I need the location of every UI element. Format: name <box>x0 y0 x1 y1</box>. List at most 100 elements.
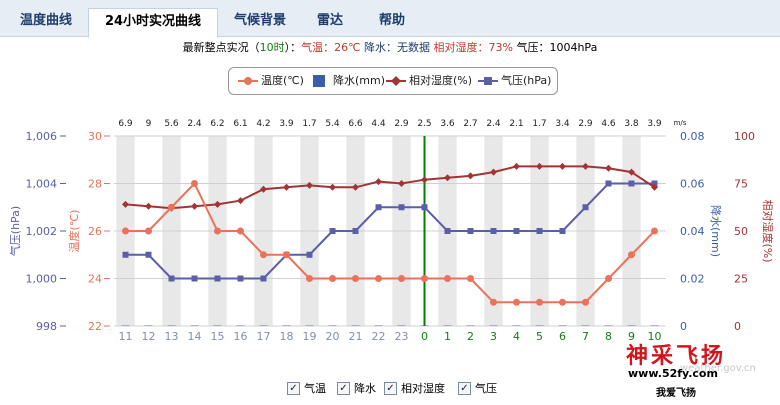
pressure-point <box>651 180 658 187</box>
humidity-point <box>329 183 336 191</box>
humidity-point <box>306 181 313 189</box>
x-tick-label: 2 <box>467 330 474 343</box>
wind-label: 1.7 <box>302 119 316 129</box>
wind-label: 2.9 <box>394 119 409 129</box>
rain-bar <box>305 325 314 326</box>
temp-tick-label: 26 <box>88 225 102 238</box>
pressure-axis-title: 气压(hPa) <box>8 206 22 256</box>
wind-label: 3.9 <box>279 119 294 129</box>
wind-label: 4.6 <box>601 119 616 129</box>
tab-climate-background[interactable]: 气候背景 <box>233 13 286 28</box>
watermark-faint-url: weather.gov.cn <box>680 363 756 374</box>
toggle-pressure-checkbox[interactable]: ✓ <box>458 382 471 395</box>
temp-point <box>237 227 244 235</box>
temp-point <box>168 203 175 211</box>
humidity-point <box>559 162 566 170</box>
x-tick-label: 22 <box>372 330 386 343</box>
wind-label: 5.6 <box>164 119 179 129</box>
humidity-point <box>237 197 244 205</box>
pressure-point <box>628 180 635 187</box>
info-pres-label: 气压： <box>516 41 550 54</box>
x-tick-label: 9 <box>628 330 635 343</box>
x-tick-label: 3 <box>490 330 497 343</box>
legend-pressure-icon <box>478 77 498 85</box>
tab-help[interactable]: 帮助 <box>378 13 405 28</box>
humidity-point <box>398 180 405 187</box>
temp-point <box>513 298 520 306</box>
info-rain-value: 无数据 <box>397 41 431 54</box>
temp-tick-label: 30 <box>88 130 102 143</box>
wind-label: 3.9 <box>647 119 662 129</box>
humidity-point <box>283 183 290 191</box>
tab-temperature-curve[interactable]: 温度曲线 <box>19 13 72 28</box>
wind-label: 4.2 <box>256 119 270 129</box>
rain-bar <box>190 325 199 326</box>
rain-bar <box>236 325 245 326</box>
toggle-humidity-label: 相对湿度 <box>401 382 445 395</box>
temp-line <box>125 181 656 304</box>
pressure-point <box>237 275 244 282</box>
rain-bar <box>351 325 360 326</box>
temp-point <box>421 275 428 282</box>
temp-tick-label: 28 <box>88 178 102 191</box>
rain-bar <box>558 325 567 326</box>
rain-bar <box>213 325 222 326</box>
info-temp-label: 气温： <box>301 41 335 54</box>
legend-temp-label: 温度(℃) <box>261 74 304 87</box>
pressure-tick-label: 1,000 <box>26 273 58 286</box>
temp-point <box>398 275 405 282</box>
info-mid: ）： <box>284 41 302 54</box>
temp-point <box>628 251 635 259</box>
tab-radar[interactable]: 雷达 <box>316 13 343 28</box>
rain-bar <box>374 325 383 326</box>
info-hum-label: 相对湿度： <box>433 41 489 54</box>
pressure-point <box>444 228 451 234</box>
humidity-point <box>536 162 543 170</box>
toggle-humidity-checkbox[interactable]: ✓ <box>384 382 397 395</box>
temp-point <box>145 227 152 235</box>
temp-point <box>467 275 474 282</box>
pressure-point <box>490 228 497 234</box>
rain-bar <box>512 325 521 326</box>
rain-axis-title: 降水(mm) <box>709 205 723 257</box>
humidity-point <box>260 185 267 193</box>
rain-tick-label: 0 <box>680 320 687 333</box>
rain-bar <box>581 325 590 326</box>
wind-label: 4.4 <box>371 119 386 129</box>
humidity-tick-label: 100 <box>734 130 755 143</box>
temp-point <box>490 298 497 306</box>
x-tick-label: 17 <box>257 330 271 343</box>
pressure-point <box>352 228 359 234</box>
observation-chart: 998 22 0 01,000 24 0.02 251,002 26 0.04 501,004 28… <box>8 119 775 343</box>
humidity-point <box>490 168 497 176</box>
rain-bar <box>167 325 176 326</box>
wind-label: 2.4 <box>187 119 202 129</box>
humidity-axis-title: 相对湿度(%) <box>761 199 775 262</box>
x-tick-label: 7 <box>582 330 589 343</box>
temp-point <box>605 275 612 282</box>
x-tick-label: 5 <box>536 330 543 343</box>
latest-observation: 最新整点实况（10时）：气温：26℃ 降水：无数据 相对湿度：73% 气压：10… <box>0 39 780 57</box>
humidity-point <box>467 172 474 180</box>
rain-bar <box>443 325 452 326</box>
humidity-point <box>375 178 382 186</box>
pressure-point <box>513 228 520 234</box>
pressure-tick-label: 1,006 <box>26 130 58 143</box>
humidity-point <box>191 202 198 210</box>
pressure-point <box>605 180 612 187</box>
info-rain-label: 降水： <box>364 41 398 54</box>
watermark-url: www.52fy.com <box>628 367 718 380</box>
tab-bar: 温度曲线 24小时实况曲线 气候背景 雷达 帮助 <box>0 0 780 38</box>
toggle-temp-checkbox[interactable]: ✓ <box>287 382 300 395</box>
tab-24h-curve[interactable]: 24小时实况曲线 <box>88 8 218 38</box>
humidity-tick-label: 75 <box>734 178 748 191</box>
toggle-rain-checkbox[interactable]: ✓ <box>337 382 350 395</box>
wind-label: 9 <box>146 119 152 129</box>
site-watermark: 神采飞扬 weather.gov.cn www.52fy.com 我爱飞扬 <box>620 338 770 399</box>
humidity-point <box>444 174 451 182</box>
x-tick-label: 14 <box>188 330 202 343</box>
temp-point <box>214 227 221 235</box>
humidity-point <box>352 183 359 191</box>
humidity-tick-label: 50 <box>734 225 748 238</box>
temp-point <box>122 227 129 235</box>
